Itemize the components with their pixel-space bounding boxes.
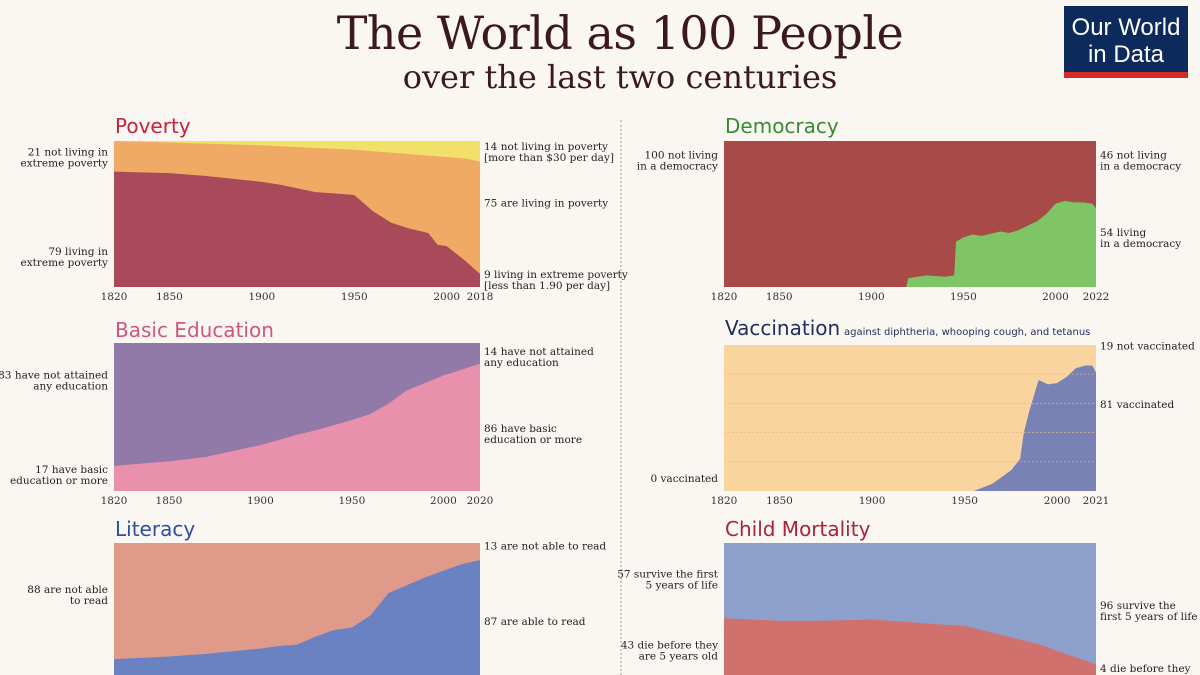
x-tick-label: 1820 bbox=[101, 291, 128, 303]
poverty-right-label: [less than 1.90 per day] bbox=[484, 280, 610, 292]
education-right-label: 14 have not attained bbox=[484, 346, 594, 358]
vaccination-subtitle: against diphtheria, whooping cough, and … bbox=[844, 327, 1090, 338]
chart-poverty: Poverty 1820 1850 1900 1950 2000 2018 21 not li… bbox=[21, 114, 628, 303]
x-tick-label: 1950 bbox=[950, 291, 977, 303]
chart-vaccination: Vaccination against diphtheria, whooping … bbox=[650, 316, 1195, 507]
x-tick-label: 2020 bbox=[467, 495, 494, 507]
vaccination-left-label: 0 vaccinated bbox=[650, 473, 718, 485]
mortality-title: Child Mortality bbox=[725, 517, 871, 541]
education-title: Basic Education bbox=[115, 318, 274, 342]
x-tick-label: 1850 bbox=[156, 291, 183, 303]
poverty-right-label: [more than $30 per day] bbox=[484, 152, 614, 164]
education-left-label: 17 have basic bbox=[35, 464, 108, 476]
democracy-title: Democracy bbox=[725, 114, 839, 138]
literacy-left-label: to read bbox=[70, 595, 108, 607]
democracy-left-label: 100 not living bbox=[644, 150, 718, 162]
x-tick-label: 2018 bbox=[467, 291, 494, 303]
poverty-left-label: extreme poverty bbox=[21, 158, 109, 170]
owid-logo[interactable]: Our World in Data bbox=[1064, 6, 1188, 78]
x-tick-label: 2000 bbox=[1042, 291, 1069, 303]
vaccination-right-label: 19 not vaccinated bbox=[1100, 340, 1195, 352]
education-right-label: 86 have basic bbox=[484, 423, 557, 435]
x-tick-label: 1950 bbox=[341, 291, 368, 303]
page-subtitle: over the last two centuries bbox=[402, 58, 838, 96]
education-right-label: education or more bbox=[484, 434, 582, 446]
mortality-right-label: 96 survive the bbox=[1100, 600, 1176, 612]
x-tick-label: 2021 bbox=[1083, 495, 1110, 507]
vaccination-area-vaccinated bbox=[724, 365, 1096, 491]
mortality-left-label: 5 years of life bbox=[645, 579, 718, 591]
x-tick-label: 1820 bbox=[101, 495, 128, 507]
x-tick-label: 2022 bbox=[1083, 291, 1110, 303]
education-left-label: 83 have not attained bbox=[0, 370, 108, 382]
literacy-area-able-to-read bbox=[114, 560, 480, 675]
democracy-area-living-in-a-democracy bbox=[724, 200, 1096, 287]
education-left-label: any education bbox=[33, 381, 108, 393]
chart-education: Basic Education 1820 1850 1900 1950 2000 2020 8… bbox=[0, 318, 594, 507]
mortality-right-label: first 5 years of life bbox=[1100, 611, 1198, 623]
chart-democracy: Democracy 1820 1850 1900 1950 2000 2022 100 not… bbox=[637, 114, 1182, 303]
vaccination-right-label: 81 vaccinated bbox=[1100, 399, 1174, 411]
x-tick-label: 2000 bbox=[430, 495, 457, 507]
democracy-right-label: 54 living bbox=[1100, 227, 1146, 239]
x-tick-label: 2000 bbox=[1044, 495, 1071, 507]
vaccination-title: Vaccination bbox=[725, 316, 840, 340]
education-area-have-basic-education-or-more bbox=[114, 363, 480, 491]
poverty-right-label: 9 living in extreme poverty bbox=[484, 269, 628, 281]
mortality-left-label: are 5 years old bbox=[639, 651, 719, 663]
logo-line-2: in Data bbox=[1087, 41, 1165, 68]
x-tick-label: 2000 bbox=[433, 291, 460, 303]
democracy-right-label: 46 not living bbox=[1100, 150, 1167, 162]
x-tick-label: 1900 bbox=[859, 495, 886, 507]
poverty-left-label: extreme poverty bbox=[21, 257, 109, 269]
poverty-left-label: 21 not living in bbox=[28, 147, 109, 159]
literacy-left-label: 88 are not able bbox=[27, 584, 108, 596]
mortality-left-label: 57 survive the first bbox=[617, 568, 719, 580]
education-right-label: any education bbox=[484, 357, 559, 369]
x-tick-label: 1900 bbox=[247, 495, 274, 507]
mortality-left-label: 43 die before they bbox=[621, 640, 718, 652]
x-tick-label: 1950 bbox=[951, 495, 978, 507]
literacy-right-label: 13 are not able to read bbox=[484, 541, 606, 553]
democracy-right-label: in a democracy bbox=[1100, 238, 1181, 250]
x-tick-label: 1850 bbox=[766, 291, 793, 303]
page-title: The World as 100 People bbox=[336, 6, 904, 60]
education-left-label: education or more bbox=[10, 475, 108, 487]
mortality-right-label: 4 die before they bbox=[1100, 663, 1191, 675]
democracy-right-label: in a democracy bbox=[1100, 161, 1181, 173]
x-tick-label: 1820 bbox=[711, 495, 738, 507]
poverty-left-label: 79 living in bbox=[48, 246, 108, 258]
literacy-title: Literacy bbox=[115, 517, 195, 541]
logo-line-1: Our World bbox=[1071, 14, 1181, 41]
x-tick-label: 1900 bbox=[858, 291, 885, 303]
literacy-right-label: 87 are able to read bbox=[484, 616, 586, 628]
poverty-right-label: 75 are living in poverty bbox=[484, 198, 608, 210]
democracy-left-label: in a democracy bbox=[637, 161, 718, 173]
x-tick-label: 1900 bbox=[249, 291, 276, 303]
poverty-title: Poverty bbox=[115, 114, 191, 138]
column-divider bbox=[620, 120, 622, 675]
x-tick-label: 1950 bbox=[339, 495, 366, 507]
mortality-area-die-before-they-are-5-years-old bbox=[724, 618, 1096, 675]
x-tick-label: 1850 bbox=[156, 495, 183, 507]
x-tick-label: 1850 bbox=[766, 495, 793, 507]
x-tick-label: 1820 bbox=[711, 291, 738, 303]
poverty-right-label: 14 not living in poverty bbox=[484, 141, 608, 153]
poverty-area-living-in-extreme-poverty bbox=[114, 171, 480, 287]
